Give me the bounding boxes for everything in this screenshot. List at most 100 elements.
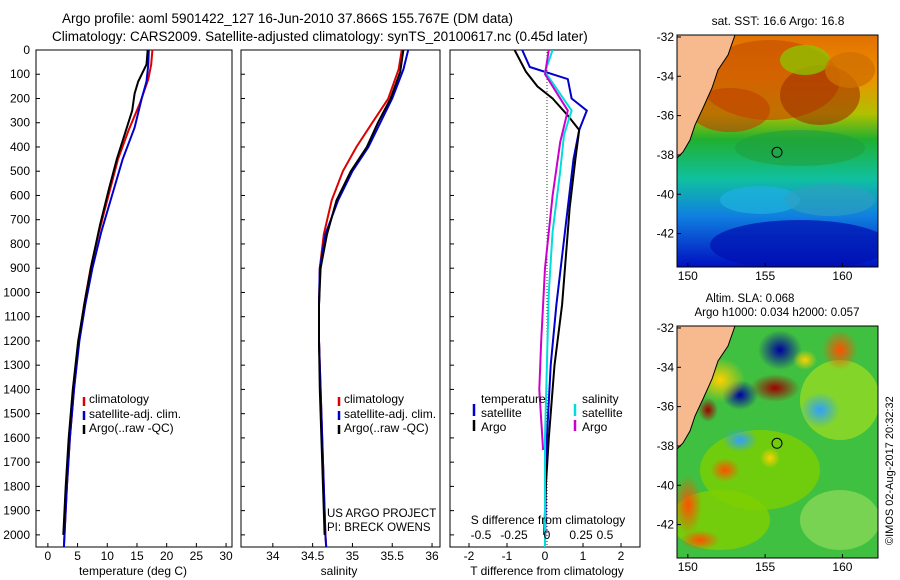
x-tick-label: 0 (542, 549, 549, 563)
difference-legend: temperature satellite Argo salinity sate… (472, 392, 623, 434)
sla-map (677, 326, 878, 558)
sla-map-title: Altim. SLA: 0.068 (706, 293, 795, 305)
map-y-tick-label: -36 (657, 400, 675, 414)
svg-text:-0.25: -0.25 (500, 528, 528, 542)
temperature-legend: climatology satellite-adj. clim. Argo(..… (82, 392, 181, 435)
y-tick-label: 800 (10, 237, 30, 251)
temperature-x-label: temperature (deg C) (79, 564, 187, 578)
y-tick-label: 0 (23, 43, 30, 57)
y-tick-label: 1200 (3, 334, 30, 348)
y-tick-label: 300 (10, 116, 30, 130)
t-difference-x-label: T difference from climatology (470, 564, 624, 578)
x-tick-label: 20 (160, 549, 174, 563)
map-y-tick-label: -40 (657, 478, 675, 492)
y-tick-label: 900 (10, 261, 30, 275)
y-tick-label: 400 (10, 140, 30, 154)
map-y-tick-label: -38 (657, 148, 675, 162)
y-tick-label: 1400 (3, 382, 30, 396)
depth-axis: 0 100 200 300 400 500 600 700 800 900 1000 1100 1200… (3, 43, 454, 542)
x-tick-label: 15 (130, 549, 144, 563)
sla-map-subtitle: Argo h1000: 0.034 h2000: 0.057 (695, 307, 860, 319)
salinity-profiles (318, 50, 410, 547)
x-tick-label: 2 (618, 549, 625, 563)
temperature-profiles (62, 50, 154, 547)
legend-argo: Argo(..raw -QC) (89, 421, 174, 435)
y-tick-label: 700 (10, 213, 30, 227)
x-tick-label: 35 (346, 549, 360, 563)
difference-profiles (513, 50, 589, 547)
y-tick-label: 600 (10, 188, 30, 202)
y-tick-label: 2000 (3, 528, 30, 542)
x-tick-label: 1 (580, 549, 587, 563)
project-credit: US ARGO PROJECT (327, 508, 436, 520)
y-tick-label: 1700 (3, 455, 30, 469)
svg-text:0: 0 (544, 528, 551, 542)
profile-line-2 (318, 50, 405, 535)
profile-line-1 (318, 50, 410, 547)
svg-text:0.25: 0.25 (569, 528, 593, 542)
legend-temperature-title: temperature (481, 392, 546, 406)
salinity-legend: climatology satellite-adj. clim. Argo(..… (337, 392, 436, 435)
map-y-tick-label: -32 (657, 30, 675, 44)
y-tick-label: 1500 (3, 407, 30, 421)
x-tick-label: 34 (266, 549, 280, 563)
map-y-tick-label: -34 (657, 360, 675, 374)
svg-text:-0.5: -0.5 (471, 528, 492, 542)
sst-map (677, 35, 878, 267)
sst-map-axes: 150 155 160 -32 -34 -36 -38 -40 -42 (657, 30, 853, 283)
temperature-axes-frame (35, 49, 233, 548)
profile-line-3 (538, 50, 569, 451)
y-tick-label: 1600 (3, 431, 30, 445)
sst-map-frame (676, 34, 879, 268)
map-y-tick-label: -42 (657, 518, 675, 532)
x-tick-label: 0 (45, 549, 52, 563)
legend-sal-satellite: satellite (582, 406, 623, 420)
profile-line-0 (62, 50, 154, 547)
profile-line-2 (543, 50, 573, 547)
header-line-1: Argo profile: aoml 5901422_127 16-Jun-20… (62, 11, 513, 26)
salinity-x-label: salinity (321, 564, 358, 578)
temperature-x-axis: 0 5 10 15 20 25 30 (45, 543, 233, 563)
s-difference-ticks: -0.5 -0.25 0 0.25 0.5 (471, 528, 614, 542)
x-tick-label: 35.5 (381, 549, 405, 563)
x-tick-label: 36 (425, 549, 439, 563)
x-tick-label: 25 (190, 549, 204, 563)
argo-position-marker (771, 146, 783, 158)
legend-sal-argo: Argo (582, 420, 608, 434)
map-x-tick-label: 160 (832, 560, 852, 574)
legend-satellite: satellite-adj. clim. (89, 407, 181, 421)
svg-text:0.5: 0.5 (597, 528, 614, 542)
y-tick-label: 1800 (3, 479, 30, 493)
profile-line-1 (62, 50, 150, 547)
y-tick-label: 1100 (4, 310, 30, 324)
argo-position-marker (771, 437, 783, 449)
legend-climatology: climatology (89, 392, 149, 406)
legend-climatology: climatology (344, 392, 404, 406)
salinity-x-axis: 34 34.5 35 35.5 36 (266, 543, 439, 563)
y-tick-label: 1900 (3, 504, 30, 518)
profile-line-2 (62, 50, 149, 535)
profile-line-0 (521, 50, 589, 547)
map-y-tick-label: -32 (657, 321, 675, 335)
legend-salinity-title: salinity (582, 392, 619, 406)
map-y-tick-label: -40 (657, 187, 675, 201)
x-tick-label: 5 (74, 549, 81, 563)
t-difference-x-axis: -2 -1 0 1 2 (464, 543, 625, 563)
sla-map-axes: 150 155 160 -32 -34 -36 -38 -40 -42 (657, 321, 853, 574)
y-tick-label: 500 (10, 164, 30, 178)
map-x-tick-label: 155 (755, 560, 775, 574)
x-tick-label: 10 (101, 549, 115, 563)
x-tick-label: 30 (219, 549, 233, 563)
map-x-tick-label: 160 (832, 269, 852, 283)
map-x-tick-label: 155 (755, 269, 775, 283)
y-tick-label: 100 (10, 67, 30, 81)
map-y-tick-label: -42 (657, 227, 675, 241)
legend-temp-argo: Argo (481, 420, 507, 434)
y-tick-label: 1300 (3, 358, 30, 372)
profile-line-1 (513, 50, 581, 535)
profile-line-0 (318, 50, 403, 547)
sst-map-title: sat. SST: 16.6 Argo: 16.8 (712, 14, 845, 28)
map-x-tick-label: 150 (678, 560, 698, 574)
map-y-tick-label: -36 (657, 109, 675, 123)
